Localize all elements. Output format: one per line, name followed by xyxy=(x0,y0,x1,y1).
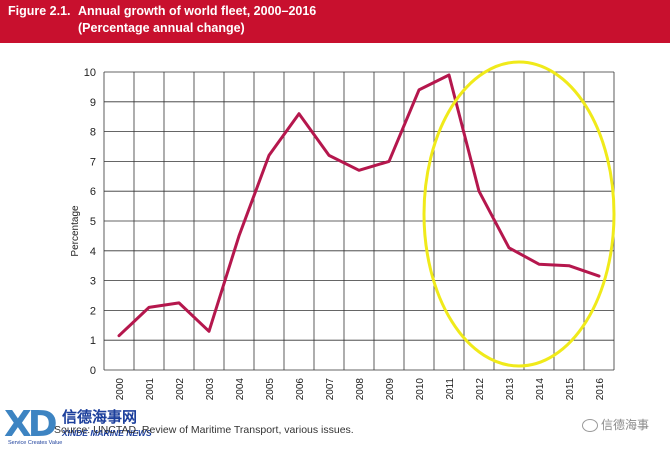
x-tick-label: 2011 xyxy=(445,378,456,400)
xinde-logo: XD 信德海事网 XINDE MARINE NEWS Service Creat… xyxy=(4,404,174,450)
y-tick-label: 2 xyxy=(90,305,96,317)
series-line xyxy=(117,73,601,338)
figure-label: Figure 2.1. xyxy=(8,4,71,18)
logo-tagline: Service Creates Value xyxy=(8,440,63,446)
x-tick-label: 2003 xyxy=(205,378,216,401)
chart-subtitle: (Percentage annual change) xyxy=(78,21,245,35)
x-tick-label: 2008 xyxy=(355,378,366,401)
wechat-icon xyxy=(582,419,598,432)
y-tick-label: 8 xyxy=(90,127,96,139)
x-tick-label: 2001 xyxy=(145,378,156,401)
x-tick-label: 2014 xyxy=(535,378,546,401)
watermark: 信德海事 xyxy=(582,416,649,433)
highlight-ellipse xyxy=(422,60,616,368)
logo-english-name: XINDE MARINE NEWS xyxy=(62,428,152,438)
figure-header: Figure 2.1. Annual growth of world fleet… xyxy=(0,0,670,43)
y-tick-label: 1 xyxy=(90,335,96,347)
x-tick-label: 2010 xyxy=(415,378,426,401)
source-note: Source: UNCTAD, Review of Maritime Trans… xyxy=(6,424,354,436)
x-tick-label: 2012 xyxy=(475,378,486,401)
y-tick-label: 9 xyxy=(90,97,96,109)
x-tick-label: 2006 xyxy=(295,378,306,401)
y-tick-label: 6 xyxy=(90,186,96,198)
x-tick-label: 2016 xyxy=(595,378,606,401)
logo-mark: XD xyxy=(4,404,58,445)
series-layer xyxy=(117,73,601,338)
logo-chinese-name: 信德海事网 xyxy=(62,408,138,426)
y-tick-label: 4 xyxy=(90,246,96,258)
x-tick-label: 2000 xyxy=(115,378,126,401)
x-tick-label: 2009 xyxy=(385,378,396,401)
y-tick-label: 7 xyxy=(90,156,96,168)
watermark-text: 信德海事 xyxy=(601,418,650,432)
y-tick-label: 10 xyxy=(84,67,96,79)
chart-title: Annual growth of world fleet, 2000–2016 xyxy=(78,4,317,18)
y-axis: 0 1 2 3 4 5 6 7 8 9 10 xyxy=(84,67,96,377)
x-tick-label: 2007 xyxy=(325,378,336,401)
chart-grid xyxy=(103,71,615,371)
y-tick-label: 5 xyxy=(90,216,96,228)
x-tick-label: 2005 xyxy=(265,378,276,401)
y-tick-label: 3 xyxy=(90,276,96,288)
x-tick-label: 2004 xyxy=(235,378,246,401)
y-tick-label: 0 xyxy=(90,365,96,377)
x-axis: 2000 2001 2002 2003 2004 2005 2006 2007 2008 2009… xyxy=(115,378,606,401)
y-axis-label: Percentage xyxy=(70,205,81,257)
x-tick-label: 2013 xyxy=(505,378,516,401)
x-tick-label: 2015 xyxy=(565,378,576,401)
source-text: Source: UNCTAD, Review of Maritime Trans… xyxy=(54,424,354,436)
x-tick-label: 2002 xyxy=(175,378,186,401)
